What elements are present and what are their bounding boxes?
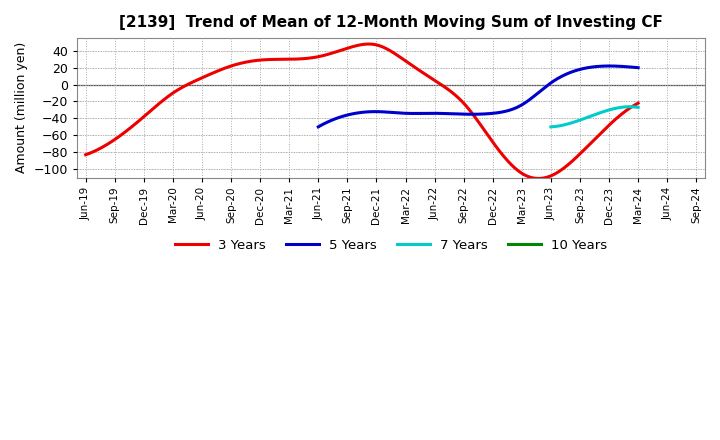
Y-axis label: Amount (million yen): Amount (million yen) xyxy=(15,42,28,173)
Legend: 3 Years, 5 Years, 7 Years, 10 Years: 3 Years, 5 Years, 7 Years, 10 Years xyxy=(169,234,613,257)
Title: [2139]  Trend of Mean of 12-Month Moving Sum of Investing CF: [2139] Trend of Mean of 12-Month Moving … xyxy=(119,15,663,30)
